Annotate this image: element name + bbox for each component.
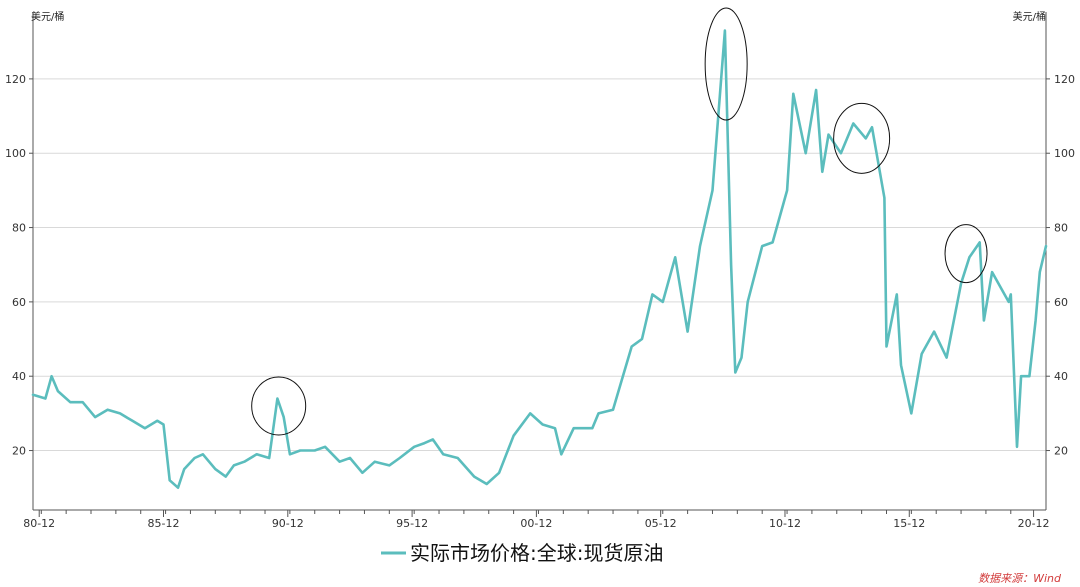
x-tick-label: 90-12 <box>272 517 304 530</box>
y-tick-label-right: 60 <box>1054 296 1068 309</box>
y-tick-label: 40 <box>12 370 26 383</box>
highlight-ellipse <box>251 376 307 436</box>
highlight-ellipse <box>704 7 748 121</box>
x-tick-label: 85-12 <box>148 517 180 530</box>
source-note: 数据来源：Wind <box>978 572 1062 585</box>
x-tick-label: 15-12 <box>893 517 925 530</box>
x-tick-label: 10-12 <box>769 517 801 530</box>
legend-label: 实际市场价格:全球:现货原油 <box>410 541 663 565</box>
series-line <box>31 29 1048 490</box>
gridlines <box>33 78 1046 452</box>
annotation-layer <box>251 7 988 436</box>
y-tick-label: 120 <box>5 73 26 86</box>
y-tick-label-right: 120 <box>1054 73 1075 86</box>
y-axis-unit-right: 美元/桶 <box>1013 10 1046 23</box>
axes: 20 20 40 40 60 60 80 80 100 100 120 120 美元/桶 美元/桶 80-1… <box>5 10 1075 530</box>
x-tick-label: 05-12 <box>645 517 677 530</box>
x-tick-label: 20-12 <box>1018 517 1050 530</box>
y-tick-label-right: 40 <box>1054 370 1068 383</box>
y-tick-label: 60 <box>12 296 26 309</box>
y-tick-label-right: 20 <box>1054 445 1068 458</box>
y-tick-label-right: 80 <box>1054 222 1068 235</box>
legend: 实际市场价格:全球:现货原油 <box>381 541 663 565</box>
y-tick-label: 20 <box>12 445 26 458</box>
y-tick-label-right: 100 <box>1054 147 1075 160</box>
y-axis-unit-left: 美元/桶 <box>31 10 64 23</box>
x-tick-label: 00-12 <box>520 517 552 530</box>
x-tick-label: 95-12 <box>396 517 428 530</box>
highlight-ellipse <box>833 102 891 174</box>
y-tick-label: 100 <box>5 147 26 160</box>
y-tick-label: 80 <box>12 222 26 235</box>
series-layer <box>31 29 1048 490</box>
highlight-ellipse <box>944 224 988 284</box>
x-tick-label: 80-12 <box>23 517 55 530</box>
